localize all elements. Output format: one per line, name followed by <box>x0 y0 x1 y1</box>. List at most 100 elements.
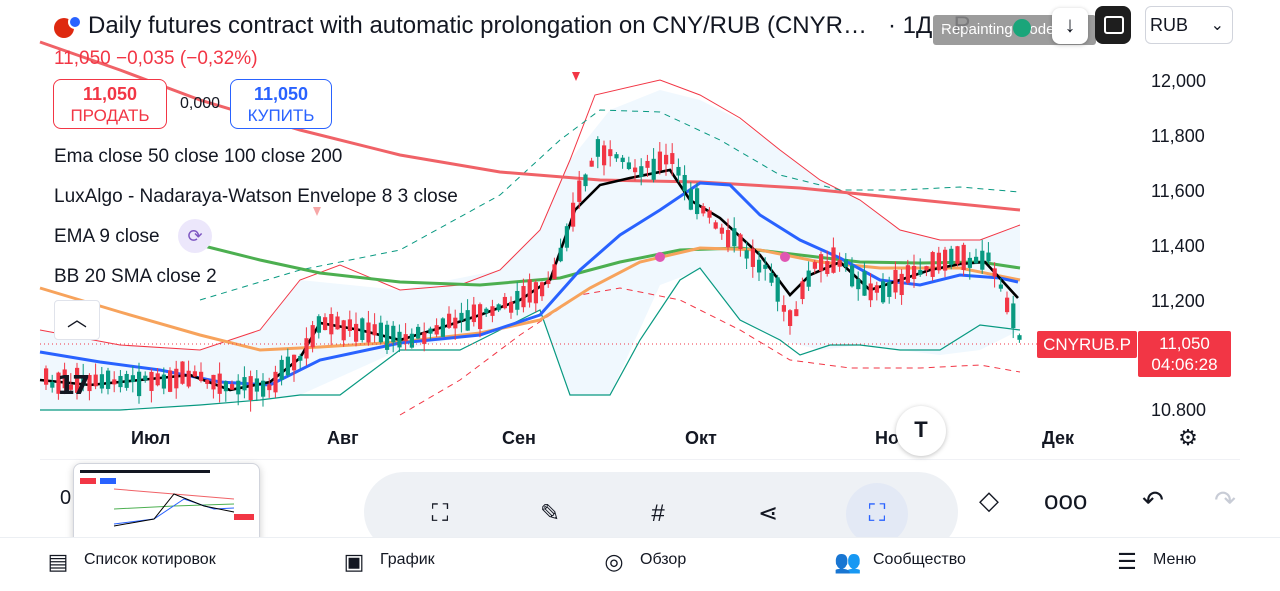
candle-body <box>800 281 805 300</box>
chart-thumbnail[interactable] <box>73 463 260 551</box>
axis-settings-icon[interactable]: ⚙ <box>1178 425 1198 450</box>
candle-body <box>422 332 427 344</box>
candle-body <box>1005 297 1010 313</box>
candle-body <box>304 338 309 359</box>
candle-body <box>788 310 793 326</box>
candle-body <box>434 325 439 335</box>
candle-body <box>112 379 117 385</box>
candle-body <box>211 374 216 390</box>
candle-body <box>862 271 867 296</box>
community-icon[interactable]: 👥 <box>834 549 862 574</box>
legend-ema9[interactable]: EMA 9 close <box>54 226 160 247</box>
candle-body <box>372 324 377 336</box>
candle-body <box>701 206 706 214</box>
candle-body <box>186 370 191 387</box>
candle-body <box>254 378 259 392</box>
candle-body <box>707 210 712 218</box>
nav-chart[interactable]: График <box>380 551 435 568</box>
x-tick: Сен <box>502 428 536 448</box>
candle-body <box>273 371 278 393</box>
candle-body <box>75 367 80 393</box>
screenshot-icon[interactable]: ⛶ <box>431 500 449 527</box>
candle-body <box>639 166 644 177</box>
candle-body <box>608 149 613 157</box>
candle-body <box>651 158 656 180</box>
signal-down-marker-2 <box>313 207 321 216</box>
candle-body <box>130 375 135 383</box>
candle-body <box>180 361 185 384</box>
candle-body <box>403 334 408 342</box>
redo-icon[interactable]: ↷ <box>1214 485 1236 515</box>
candle-body <box>918 270 923 275</box>
candle-body <box>217 373 222 394</box>
candle-body <box>936 252 941 271</box>
x-tick: Дек <box>1042 428 1075 448</box>
draw-icon[interactable]: ✎ <box>539 500 561 527</box>
candle-body <box>1017 335 1022 340</box>
candle-body <box>992 268 997 277</box>
more-icon[interactable]: ooo <box>1044 485 1088 515</box>
candle-body <box>757 259 762 273</box>
candle-body <box>1011 303 1016 329</box>
candle-body <box>620 157 625 163</box>
download-button[interactable]: ↓ <box>1052 8 1088 44</box>
nav-overview[interactable]: Обзор <box>640 551 687 568</box>
candle-body <box>509 301 514 313</box>
bb-fill <box>40 90 1020 410</box>
candle-body <box>484 308 489 314</box>
candle-body <box>93 374 98 387</box>
candle-body <box>453 317 458 329</box>
nw-envelope-lower <box>40 267 1021 411</box>
candle-body <box>68 384 73 390</box>
y-tick: 11,200 <box>1151 291 1205 311</box>
y-tick: 12,000 <box>1151 71 1207 91</box>
candle-body <box>292 354 297 371</box>
legend-nadaraya-watson[interactable]: LuxAlgo - Nadaraya-Watson Envelope 8 3 c… <box>54 186 458 207</box>
sell-button[interactable]: 11,050 ПРОДАТЬ <box>53 79 167 129</box>
buy-button[interactable]: 11,050 КУПИТЬ <box>230 79 332 129</box>
candle-body <box>50 381 55 388</box>
nav-community[interactable]: Сообщество <box>873 551 966 568</box>
grid-icon[interactable]: # <box>651 500 665 527</box>
candle-body <box>478 304 483 330</box>
currency-select[interactable]: RUB ⌄ <box>1145 6 1233 44</box>
menu-icon[interactable]: ☰ <box>1117 549 1137 574</box>
candle-body <box>899 273 904 296</box>
candle-body <box>676 166 681 176</box>
candle-body <box>614 154 619 159</box>
candle-body <box>949 248 954 265</box>
loading-spinner-icon: ⟳ <box>178 219 212 253</box>
collapse-legend-button[interactable]: ︿ <box>54 300 100 340</box>
candle-body <box>713 222 718 229</box>
spread-value: 0,000 <box>180 95 221 112</box>
peek-text: 0 <box>60 487 72 509</box>
chart-icon[interactable]: ▣ <box>343 549 365 574</box>
candle-body <box>868 283 873 301</box>
candle-body <box>205 379 210 384</box>
last-price-tag: 11,050 04:06:28 <box>1138 331 1231 377</box>
candle-body <box>56 372 61 394</box>
candle-body <box>967 257 972 268</box>
candle-body <box>781 305 786 312</box>
legend-ema-ribbon[interactable]: Ema close 50 close 100 close 200 <box>54 146 343 167</box>
undo-icon[interactable]: ↶ <box>1142 485 1164 515</box>
price-chart[interactable] <box>0 0 1280 460</box>
symbol-title[interactable]: Daily futures contract with automatic pr… <box>88 12 867 39</box>
nw-envelope-upper <box>39 79 1021 351</box>
candle-body <box>670 153 675 165</box>
nw-dashed-lower <box>399 287 1021 416</box>
y-tick: 11,800 <box>1151 126 1205 146</box>
layout-button[interactable] <box>1095 6 1131 44</box>
share-icon[interactable]: ⋖ <box>757 500 779 527</box>
layers-icon[interactable]: ◇ <box>979 485 999 515</box>
legend-bollinger[interactable]: BB 20 SMA close 2 <box>54 266 217 287</box>
compass-icon[interactable]: ◎ <box>604 549 624 574</box>
price-change-summary: 11,050 −0,035 (−0,32%) <box>54 48 258 69</box>
fullscreen-icon[interactable]: ⛶ <box>868 500 886 527</box>
candle-body <box>893 269 898 293</box>
ema200-line <box>39 40 1021 212</box>
watchlist-icon[interactable]: ▤ <box>47 549 69 574</box>
text-tool-button[interactable]: T <box>896 406 946 456</box>
nav-menu[interactable]: Меню <box>1153 551 1197 568</box>
nav-watchlist[interactable]: Список котировок <box>84 551 216 568</box>
